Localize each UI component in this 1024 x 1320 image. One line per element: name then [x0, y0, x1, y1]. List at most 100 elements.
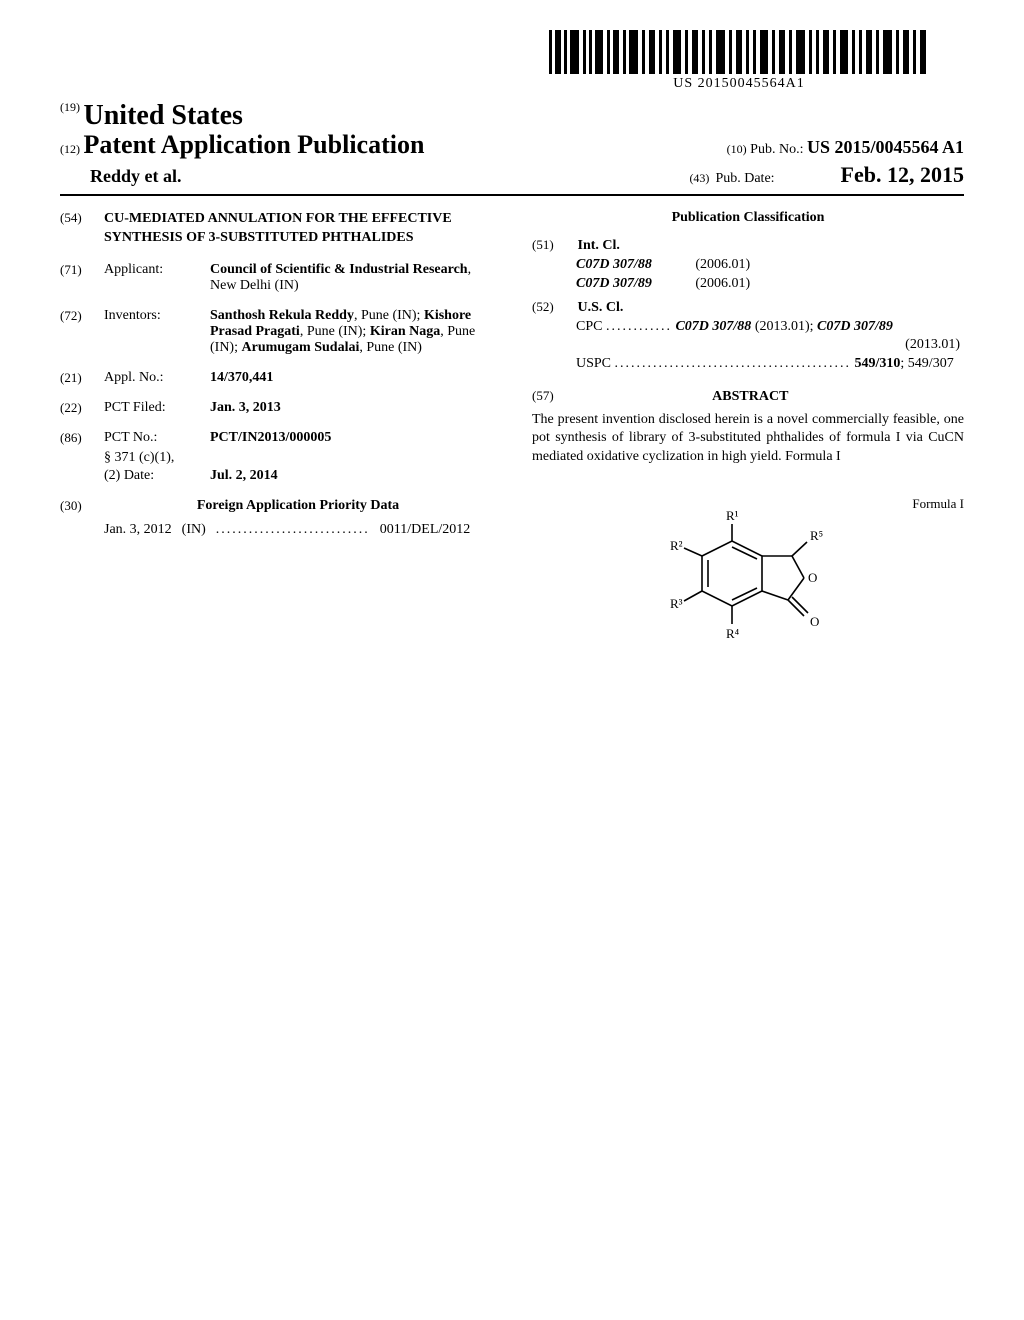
field-22: (22) PCT Filed: Jan. 3, 2013 [60, 400, 492, 416]
inid-51: (51) [532, 236, 574, 254]
page-root: US 20150045564A1 (19) United States (12)… [0, 0, 1024, 1320]
foreign-priority-heading: Foreign Application Priority Data [104, 498, 492, 514]
applicant-value: Council of Scientific & Industrial Resea… [210, 262, 492, 294]
priority-appno: 0011/DEL/2012 [380, 522, 470, 538]
right-column: Publication Classification (51) Int. Cl.… [532, 210, 964, 696]
inid-52: (52) [532, 298, 574, 316]
inid-10: (10) [727, 142, 747, 156]
left-column: (54) CU-MEDIATED ANNULATION FOR THE EFFE… [60, 210, 492, 696]
inid-30: (30) [60, 498, 104, 514]
header-pub-row: (12) Patent Application Publication (10)… [60, 130, 964, 160]
applicant-label: Applicant: [104, 262, 210, 294]
field-51: (51) Int. Cl. C07D 307/88 (2006.01) C07D… [532, 236, 964, 294]
intcl-2-year: (2006.01) [695, 276, 750, 291]
header-country-row: (19) United States [60, 100, 964, 132]
author-names: Reddy et al. [60, 166, 182, 187]
o-carbonyl: O [810, 614, 819, 629]
inid-54: (54) [60, 210, 104, 248]
pub-date-block: (43) Pub. Date: Feb. 12, 2015 [689, 162, 964, 188]
formula-svg: R¹ R² R³ R⁴ R⁵ O O [652, 506, 862, 676]
priority-date: Jan. 3, 2012 [104, 522, 172, 538]
inventor-1: Santhosh Rekula Reddy [210, 308, 354, 323]
cpc-label: CPC [576, 319, 602, 334]
uscl-label: U.S. Cl. [578, 300, 624, 315]
pub-no-label: Pub. No.: [750, 142, 803, 157]
inventors-value: Santhosh Rekula Reddy, Pune (IN); Kishor… [210, 308, 492, 356]
formula-structure: R¹ R² R³ R⁴ R⁵ O O [652, 506, 862, 681]
field-52: (52) U.S. Cl. CPC ............ C07D 307/… [532, 298, 964, 375]
inid-19: (19) [60, 100, 80, 114]
pub-type: Patent Application Publication [84, 130, 425, 159]
priority-dots: ............................ [216, 522, 370, 538]
inid-57: (57) [532, 387, 574, 405]
priority-cc: (IN) [182, 522, 206, 538]
barcode-svg [549, 30, 929, 74]
country-name: United States [84, 100, 243, 131]
r5-label: R⁵ [810, 528, 823, 543]
s371-date: Jul. 2, 2014 [210, 468, 492, 484]
inid-72: (72) [60, 308, 104, 356]
field-71: (71) Applicant: Council of Scientific & … [60, 262, 492, 294]
inventor-4-loc: , Pune (IN) [359, 340, 422, 355]
r4-label: R⁴ [726, 626, 740, 641]
field-86-s371a: § 371 (c)(1), [60, 450, 492, 466]
applno-label: Appl. No.: [104, 370, 210, 386]
intcl-1-year: (2006.01) [695, 257, 750, 272]
pub-type-block: (12) Patent Application Publication [60, 130, 424, 160]
cpc-dots: ............ [606, 319, 672, 334]
field-30-row: Jan. 3, 2012 (IN) ......................… [60, 522, 492, 538]
cpc-2-year: (2013.01) [905, 337, 960, 352]
abstract-body: The present invention disclosed herein i… [532, 411, 964, 466]
applno-value: 14/370,441 [210, 370, 492, 386]
field-30-head: (30) Foreign Application Priority Data [60, 498, 492, 514]
formula-block: Formula I [532, 496, 964, 696]
pub-no-block: (10) Pub. No.: US 2015/0045564 A1 [727, 137, 964, 158]
body-columns: (54) CU-MEDIATED ANNULATION FOR THE EFFE… [60, 210, 964, 696]
inid-22: (22) [60, 400, 104, 416]
pub-date-label: Pub. Date: [715, 171, 774, 187]
formula-label: Formula I [912, 496, 964, 512]
r1-label: R¹ [726, 508, 739, 523]
pub-date: Feb. 12, 2015 [841, 162, 964, 188]
inid-21: (21) [60, 370, 104, 386]
uspc-label: USPC [576, 356, 611, 371]
uspc-dots: ........................................… [615, 356, 852, 371]
cpc-1-year: (2013.01); [755, 319, 814, 334]
field-57-headrow: (57) ABSTRACT [532, 382, 964, 411]
applicant-name: Council of Scientific & Industrial Resea… [210, 262, 468, 277]
field-86-s371b: (2) Date: Jul. 2, 2014 [60, 468, 492, 484]
barcode-number: US 20150045564A1 [549, 76, 929, 92]
inventor-3: Kiran Naga [370, 324, 440, 339]
header: (19) United States (12) Patent Applicati… [60, 100, 964, 188]
s371-line1: § 371 (c)(1), [104, 450, 210, 466]
inventor-1-loc: , Pune (IN); [354, 308, 421, 323]
inventors-label: Inventors: [104, 308, 210, 356]
cpc-1: C07D 307/88 [675, 319, 751, 334]
cpc-2: C07D 307/89 [817, 319, 893, 334]
r2-label: R² [670, 538, 683, 553]
inid-71: (71) [60, 262, 104, 294]
inventor-4: Arumugam Sudalai [242, 340, 360, 355]
uspc-2: ; 549/307 [900, 356, 953, 371]
s371-line2-label: (2) Date: [104, 468, 210, 484]
pctfiled-label: PCT Filed: [104, 400, 210, 416]
header-rule [60, 194, 964, 196]
o-ring: O [808, 570, 817, 585]
field-54: (54) CU-MEDIATED ANNULATION FOR THE EFFE… [60, 210, 492, 248]
inid-12: (12) [60, 142, 80, 156]
barcode-graphic [549, 30, 929, 74]
uspc-1: 549/310 [855, 356, 901, 371]
inid-43: (43) [689, 171, 709, 186]
field-21: (21) Appl. No.: 14/370,441 [60, 370, 492, 386]
pub-no: US 2015/0045564 A1 [807, 137, 964, 157]
intcl-2: C07D 307/89 [576, 276, 652, 291]
foreign-priority-row: Jan. 3, 2012 (IN) ......................… [104, 522, 492, 538]
barcode-block: US 20150045564A1 [549, 30, 929, 92]
field-72: (72) Inventors: Santhosh Rekula Reddy, P… [60, 308, 492, 356]
invention-title: CU-MEDIATED ANNULATION FOR THE EFFECTIVE… [104, 210, 492, 248]
pctno-value: PCT/IN2013/000005 [210, 430, 492, 446]
intcl-1: C07D 307/88 [576, 257, 652, 272]
author-pubdate-row: Reddy et al. (43) Pub. Date: Feb. 12, 20… [60, 160, 964, 188]
pctno-label: PCT No.: [104, 430, 210, 446]
inventor-2-loc: , Pune (IN); [300, 324, 367, 339]
